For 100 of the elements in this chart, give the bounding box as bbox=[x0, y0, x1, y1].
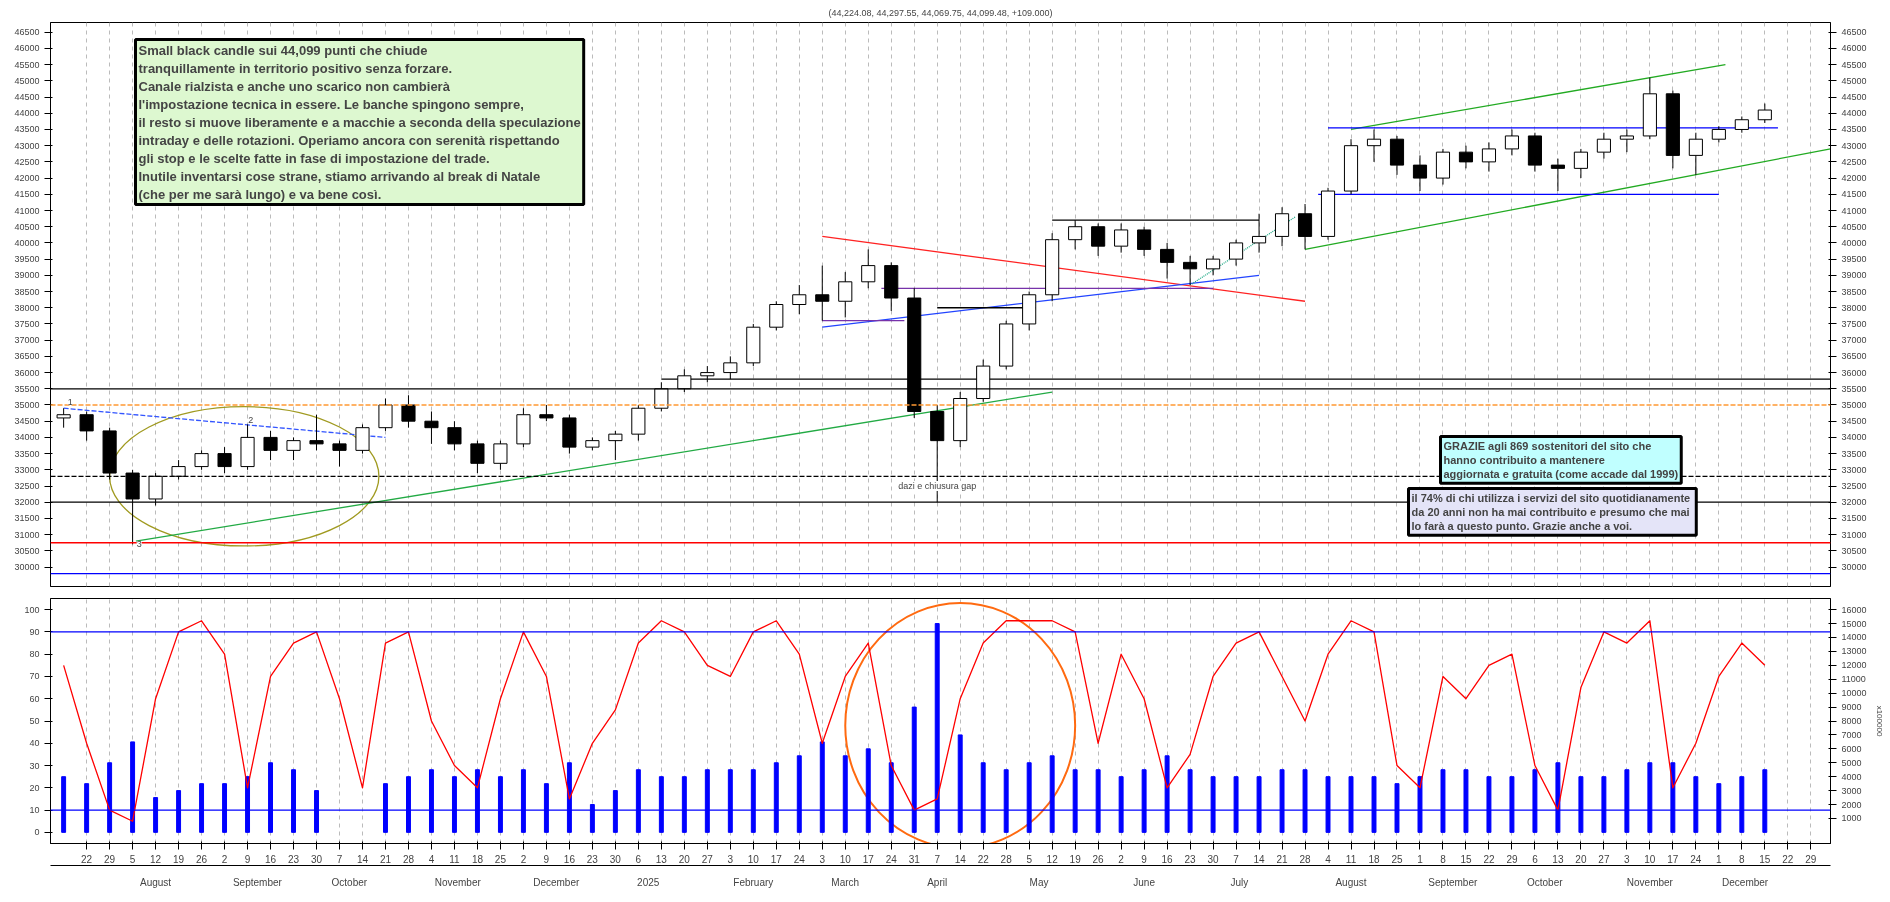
candlestick bbox=[769, 300, 784, 331]
y-tick-label: 100 bbox=[24, 604, 40, 615]
y2-tick-label: 14000 bbox=[1841, 632, 1867, 643]
x2-tick-label: August bbox=[1335, 876, 1367, 888]
y2-tick-label: 16000 bbox=[1841, 604, 1867, 615]
x-tick-label: 29 bbox=[104, 853, 116, 865]
y-tick-label: 31000 bbox=[14, 529, 40, 540]
x-tick-label: 15 bbox=[1759, 853, 1771, 865]
y2-tick-label: 45500 bbox=[1841, 59, 1867, 70]
y-tick-label: 38000 bbox=[14, 302, 40, 313]
candlestick bbox=[861, 248, 876, 289]
candlestick bbox=[1458, 145, 1474, 169]
x-tick-label: 6 bbox=[1532, 853, 1539, 865]
candlestick bbox=[1160, 242, 1175, 280]
x-tick-label: 24 bbox=[1690, 853, 1702, 865]
chart-title: (44,224.08, 44,297.55, 44,069.75, 44,099.48, +109.000) bbox=[828, 7, 1053, 18]
candlestick bbox=[79, 410, 94, 442]
y-tick-label: 10 bbox=[29, 805, 40, 816]
x-tick-label: 22 bbox=[1782, 853, 1794, 865]
y2-tick-label: 41500 bbox=[1841, 189, 1867, 200]
y-tick-label: 36000 bbox=[14, 367, 40, 378]
x-tick-label: 24 bbox=[885, 853, 898, 865]
y2-tick-label: 30000 bbox=[1841, 562, 1867, 573]
y2-tick-label: 34000 bbox=[1841, 432, 1867, 443]
annotation: 3 bbox=[136, 539, 142, 550]
candlestick bbox=[1757, 103, 1772, 124]
y2-tick-label: 46500 bbox=[1841, 27, 1867, 38]
y-tick-label: 33500 bbox=[14, 448, 40, 459]
x-tick-label: 4 bbox=[1325, 853, 1332, 865]
candlestick bbox=[355, 423, 370, 455]
x-tick-label: 7 bbox=[336, 853, 343, 865]
y2-tick-label: 43500 bbox=[1841, 124, 1867, 135]
x-tick-label: 8 bbox=[1739, 853, 1746, 865]
y2-tick-label: 31500 bbox=[1841, 513, 1867, 524]
x-tick-label: 23 bbox=[287, 853, 300, 865]
y-tick-label: 45500 bbox=[14, 59, 40, 70]
y-tick-label: 0 bbox=[34, 827, 40, 838]
x-tick-label: 6 bbox=[635, 853, 642, 865]
y-tick-label: 41500 bbox=[14, 189, 40, 200]
y2-tick-label: 38500 bbox=[1841, 286, 1867, 297]
y2-tick-label: 39500 bbox=[1841, 254, 1867, 265]
candlestick bbox=[378, 398, 393, 432]
candlestick bbox=[401, 394, 416, 429]
candlestick bbox=[838, 271, 853, 318]
x-tick-label: 13 bbox=[655, 853, 668, 865]
y-tick-label: 30000 bbox=[14, 562, 40, 573]
y-tick-label: 34500 bbox=[14, 416, 40, 427]
text: Small black candle sui 44,099 punti che chiude tranquillamente in territorio positivo senza forzare. Canale rialzista e anche uno scarico non cambierà l'impostazione tecnica in essere. Le banche spingono sempre, il resto si muove liberamente e a macchie a seconda della speculazione intraday e delle rotazioni. Operiamo ancora con serenità rispettando gli stop e le scelte fatte in fase di impostazione del trade. Inutile inventarsi cose strane, stiamo arrivando al break di Natale (che per me sarà lungo) e va bene così. bbox=[138, 42, 581, 202]
x-tick-label: 20 bbox=[678, 853, 691, 865]
x2-tick-label: November bbox=[1626, 876, 1674, 888]
x-tick-label: 1 bbox=[1417, 853, 1424, 865]
candlestick bbox=[447, 420, 462, 451]
annotation: 2 bbox=[248, 414, 254, 425]
y2-tick-label: 45000 bbox=[1841, 75, 1867, 86]
x-tick-label: 31 bbox=[908, 853, 921, 865]
x-tick-label: 14 bbox=[954, 853, 967, 865]
y2-tick-label: 2000 bbox=[1841, 799, 1862, 810]
x-tick-label: 16 bbox=[1161, 853, 1174, 865]
y-tick-label: 45000 bbox=[14, 75, 40, 86]
y-tick-label: 20 bbox=[29, 782, 40, 793]
x-tick-label: 16 bbox=[264, 853, 277, 865]
x-tick-label: 28 bbox=[1299, 853, 1312, 865]
candlestick bbox=[309, 414, 324, 451]
x-tick-label: 3 bbox=[819, 853, 826, 865]
x-tick-label: 11 bbox=[449, 853, 461, 865]
candlestick bbox=[1366, 128, 1382, 163]
x-tick-label: 30 bbox=[310, 853, 323, 865]
x-tick-label: 9 bbox=[244, 853, 251, 865]
x2-tick-label: 2025 bbox=[637, 876, 660, 888]
x-tick-label: 22 bbox=[1483, 853, 1495, 865]
x-tick-label: 12 bbox=[150, 853, 162, 865]
x-tick-label: 18 bbox=[471, 853, 484, 865]
candlestick bbox=[1481, 141, 1497, 173]
x-tick-label: 23 bbox=[1184, 853, 1197, 865]
candlestick bbox=[1091, 222, 1106, 257]
candlestick bbox=[286, 436, 301, 461]
x-tick-label: 19 bbox=[173, 853, 185, 865]
candlestick bbox=[1183, 255, 1198, 286]
y-tick-label: 40 bbox=[29, 738, 40, 749]
y-tick-label: 31500 bbox=[14, 513, 40, 524]
y-tick-label: 32000 bbox=[14, 497, 40, 508]
y-tick-label: 39500 bbox=[14, 254, 40, 265]
x2-tick-label: October bbox=[1526, 876, 1564, 888]
y-tick-label: 43500 bbox=[14, 124, 40, 135]
y2-tick-label: 30500 bbox=[1841, 545, 1867, 556]
x2-tick-label: December bbox=[1722, 876, 1769, 888]
x-tick-label: 20 bbox=[1575, 853, 1587, 865]
x-tick-label: 2 bbox=[1118, 853, 1125, 865]
y-tick-label: 37000 bbox=[14, 335, 40, 346]
x-tick-label: 25 bbox=[1391, 853, 1403, 865]
y-tick-label: 35500 bbox=[14, 383, 40, 394]
y-tick-label: 44000 bbox=[14, 108, 40, 119]
x-tick-label: 29 bbox=[1805, 853, 1817, 865]
x-tick-label: 29 bbox=[1506, 853, 1518, 865]
candlestick bbox=[493, 440, 508, 471]
x-tick-label: 2 bbox=[520, 853, 527, 865]
x-tick-label: 22 bbox=[977, 853, 990, 865]
x-tick-label: 8 bbox=[1440, 853, 1447, 865]
y-tick-label: 80 bbox=[29, 649, 40, 660]
y-tick-label: 41000 bbox=[14, 205, 40, 216]
